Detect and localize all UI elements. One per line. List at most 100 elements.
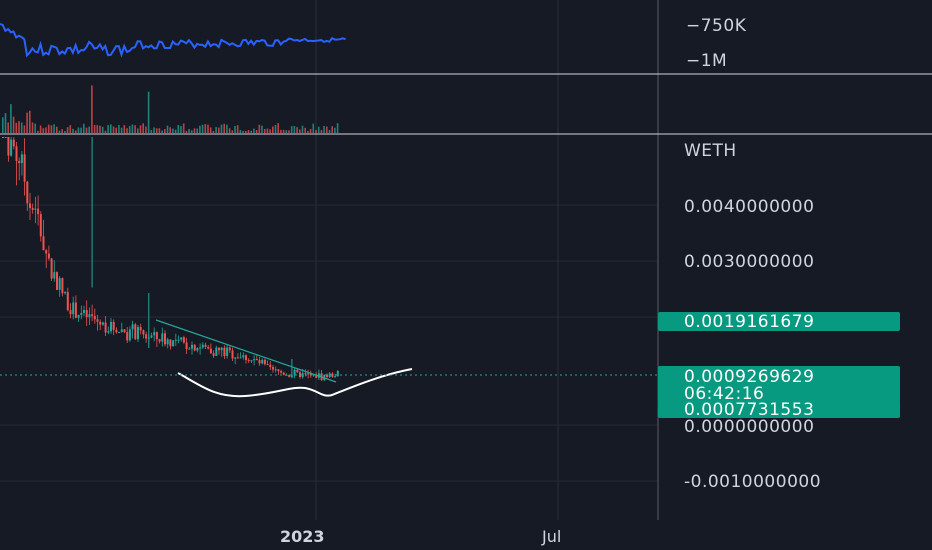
volume-bar <box>56 126 58 133</box>
volume-bar <box>301 125 304 133</box>
volume-bar <box>226 124 228 133</box>
candle-body <box>193 344 196 351</box>
candle-body <box>161 333 164 342</box>
volume-bar <box>139 125 142 133</box>
candle-body <box>199 347 202 349</box>
badge-countdown: 06:42:16 <box>684 384 764 404</box>
price-badge-lower[interactable]: 0.0007731553 <box>658 400 900 420</box>
trendline-drawing[interactable] <box>155 319 337 383</box>
volume-bar <box>7 122 9 133</box>
volume-bar <box>104 130 107 133</box>
candle-body <box>226 347 229 357</box>
volume-bar <box>39 125 42 133</box>
candle-body <box>12 139 15 147</box>
volume-bar <box>334 127 336 133</box>
candle-body <box>77 314 80 318</box>
candle-body <box>307 373 310 375</box>
candle-body <box>231 350 234 359</box>
candle-body <box>47 253 50 259</box>
last-price-badge[interactable]: 0.0009269629 06:42:16 <box>658 366 900 404</box>
volume-bar <box>218 127 220 133</box>
volume-bar <box>96 125 99 133</box>
candle-body <box>134 324 137 340</box>
volume-bar <box>37 130 39 133</box>
candle-body <box>228 347 231 351</box>
candle-body <box>88 314 91 318</box>
volume-bar <box>2 117 4 133</box>
volume-bar <box>134 125 136 133</box>
volume-bar <box>207 124 209 133</box>
candle-body <box>242 355 245 358</box>
candle-body <box>96 319 99 322</box>
candle-body <box>120 329 123 333</box>
volume-bar <box>69 125 72 133</box>
volume-bar <box>201 124 204 133</box>
candle-body <box>115 329 118 333</box>
candle-body <box>263 359 266 365</box>
candle-body <box>245 355 247 361</box>
curve-drawing[interactable] <box>177 368 413 398</box>
volume-bar <box>255 129 258 133</box>
candle-body <box>220 347 223 351</box>
volume-bar <box>158 128 161 133</box>
candle-body <box>126 332 129 341</box>
volume-bar <box>180 126 182 133</box>
volume-bar <box>58 130 61 133</box>
candle-body <box>204 344 207 347</box>
volume-bar <box>147 91 150 133</box>
candle-body <box>50 258 53 279</box>
volume-bar <box>234 126 236 133</box>
candle-body <box>112 321 115 330</box>
volume-bar <box>126 128 128 133</box>
candle-body <box>29 203 31 208</box>
volume-bar <box>118 125 120 133</box>
candle-body <box>223 347 226 357</box>
candle-body <box>296 369 299 373</box>
candle-body <box>174 339 177 341</box>
volume-bar <box>188 128 190 133</box>
candle-body <box>72 302 75 315</box>
candle-body <box>137 327 139 340</box>
candle-body <box>150 335 153 338</box>
volume-bar <box>253 128 255 133</box>
volume-bar <box>26 112 28 133</box>
volume-bar <box>299 129 301 133</box>
volume-bar <box>66 127 69 133</box>
candle-body <box>191 344 193 349</box>
price-badge-upper[interactable]: 0.0019161679 <box>658 312 900 332</box>
volume-bar <box>72 128 74 133</box>
candle-body <box>215 347 218 356</box>
volume-bar <box>280 129 282 133</box>
volume-bar <box>101 126 104 133</box>
volume-bar <box>274 125 277 133</box>
candle-body <box>99 321 102 325</box>
volume-bar <box>4 113 7 133</box>
volume-bar <box>23 125 26 133</box>
volume-bar <box>331 126 333 133</box>
volume-bar <box>290 126 293 133</box>
volume-bar <box>317 126 320 133</box>
indicator-tick-1: −750K <box>686 16 747 36</box>
volume-bar <box>228 128 231 133</box>
candle-body <box>209 348 212 354</box>
volume-bar <box>164 129 166 133</box>
volume-bar <box>261 125 263 133</box>
volume-bar <box>236 125 239 133</box>
time-tick-jul: Jul <box>541 527 561 546</box>
candle-body <box>185 342 188 350</box>
volume-bar <box>77 127 80 133</box>
volume-bar <box>266 128 269 133</box>
volume-bar <box>34 123 36 133</box>
candle-body <box>266 364 269 366</box>
volume-bar <box>53 124 55 133</box>
candle-body <box>169 339 172 347</box>
badge-value: 0.0007731553 <box>684 400 814 420</box>
candle-body <box>34 208 37 210</box>
volume-bar <box>47 124 50 133</box>
volume-bar <box>199 125 201 133</box>
volume-bar <box>99 125 101 133</box>
volume-bar <box>153 127 155 133</box>
candle-body <box>118 332 121 334</box>
candle-body <box>261 359 264 364</box>
